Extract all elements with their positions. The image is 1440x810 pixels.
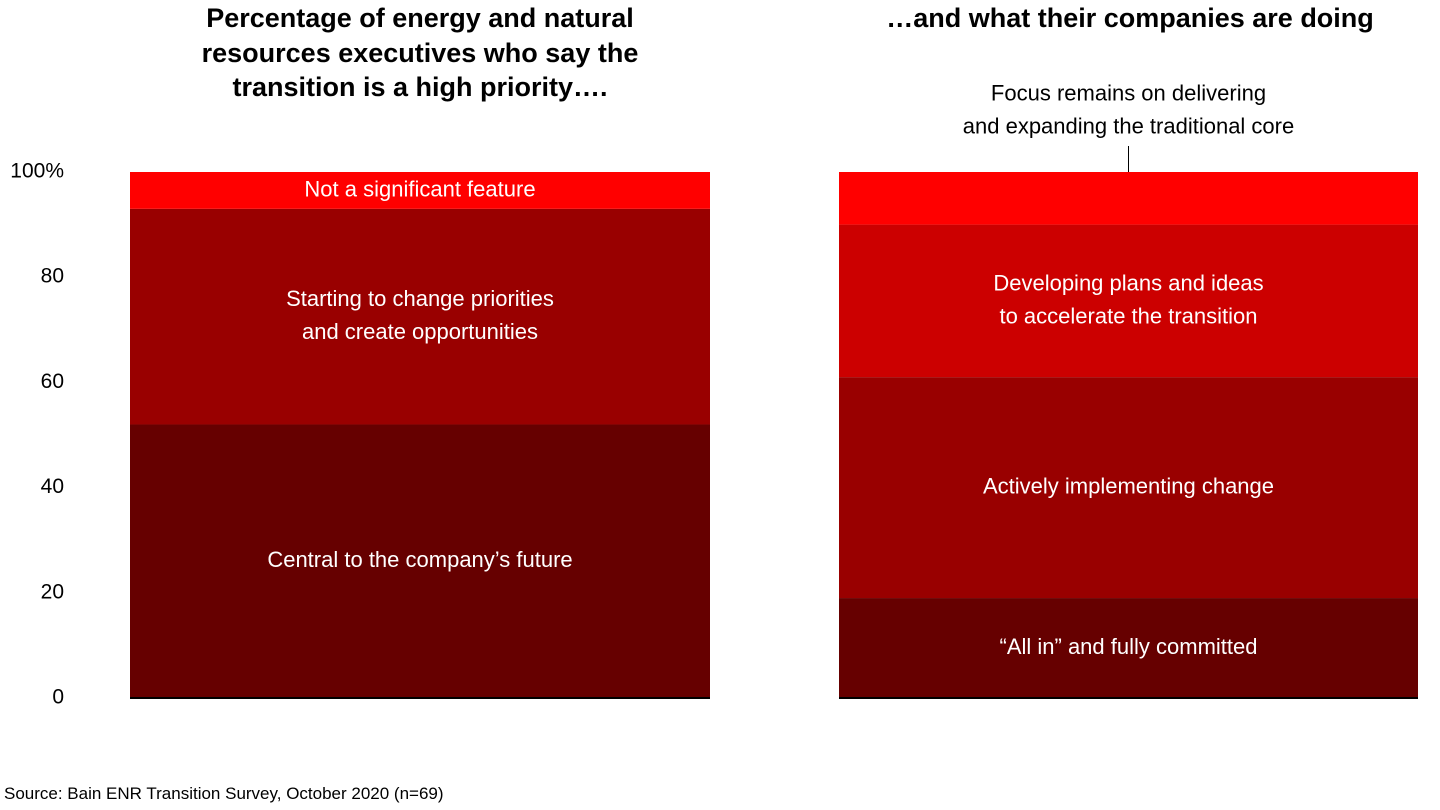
y-tick-label: 60 [41,370,64,393]
left-panel-title: Percentage of energy and natural resourc… [201,3,639,102]
source-note: Source: Bain ENR Transition Survey, Octo… [4,784,444,803]
bar-segment [130,172,710,209]
segment-label: Actively implementing change [983,473,1274,498]
bar-segment [839,224,1418,378]
right-panel-title: …and what their companies are doing [886,3,1374,33]
segment-label: Developing plans and ideas to accelerate … [993,270,1263,328]
bar-segment [839,172,1418,225]
annotation-label: Focus remains on delivering and expanding… [963,80,1294,138]
bar-segment [839,377,1418,599]
y-tick-label: 100% [10,160,64,183]
segment-label: Central to the company’s future [267,547,572,572]
y-tick-label: 0 [52,686,64,709]
bar-segment [130,424,710,698]
segment-label: Starting to change priorities and create … [286,286,554,344]
y-tick-label: 40 [41,475,64,498]
y-tick-label: 20 [41,580,64,603]
bar-segment [839,598,1418,698]
segment-label: “All in” and fully committed [1000,634,1258,659]
segment-label: Not a significant feature [304,176,535,201]
bar-segment [130,208,710,425]
y-tick-label: 80 [41,265,64,288]
